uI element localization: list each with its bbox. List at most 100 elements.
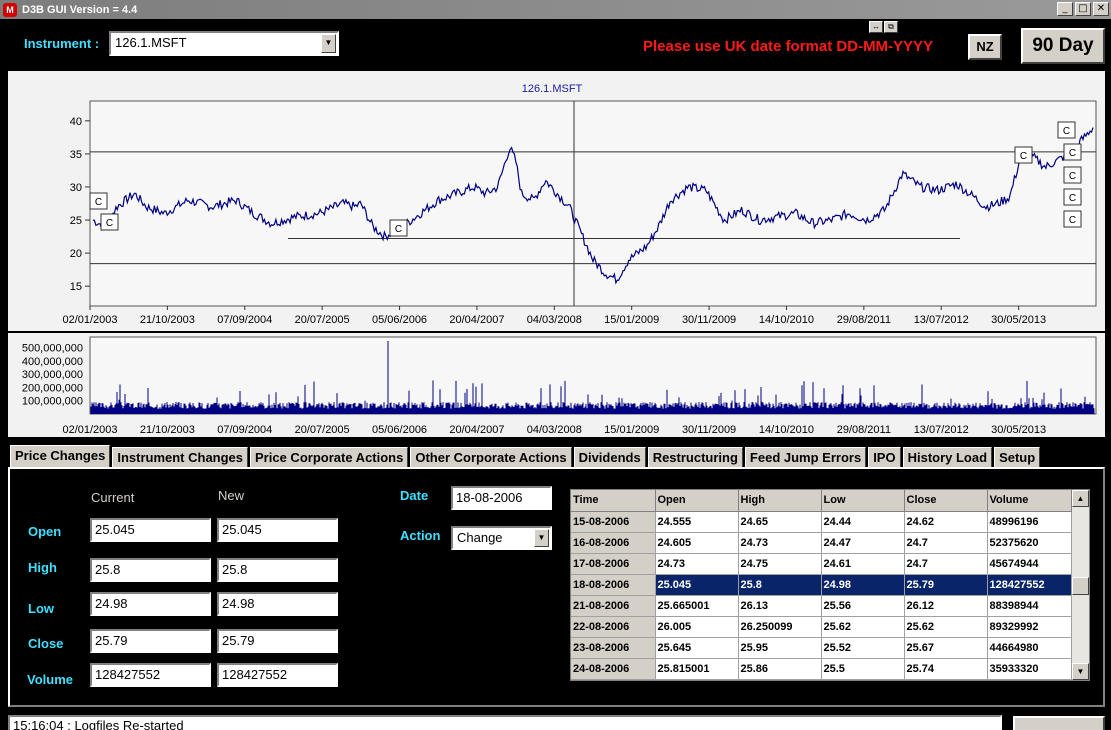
close-current-field[interactable]: 25.79: [90, 629, 211, 653]
tab-price-corporate-actions[interactable]: Price Corporate Actions: [250, 447, 409, 468]
high-new-field[interactable]: 25.8: [217, 558, 338, 582]
price-grid[interactable]: Time Open High Low Close Volume 15-08-2006 24.5…: [570, 489, 1090, 681]
copy-icon[interactable]: ⧉: [884, 21, 898, 33]
table-cell[interactable]: 44664980: [987, 637, 1072, 659]
price-chart[interactable]: 126.1.MSFT 15 20 25 30 35 40 02/01/2003 21/10/2…: [8, 71, 1105, 331]
table-cell[interactable]: 25.95: [738, 637, 822, 659]
table-row[interactable]: 16-08-2006 24.605 24.73 24.47 24.7 52375620: [571, 532, 1072, 554]
minimize-button[interactable]: _: [1057, 2, 1073, 16]
nz-button[interactable]: NZ: [968, 34, 1002, 60]
table-cell[interactable]: 25.62: [821, 616, 905, 638]
table-cell[interactable]: 16-08-2006: [571, 532, 656, 554]
table-cell[interactable]: 25.86: [738, 658, 822, 680]
volume-chart[interactable]: 500,000,000 400,000,000 300,000,000 200,000…: [8, 333, 1105, 437]
table-row[interactable]: 18-08-2006 25.045 25.8 24.98 25.79 128427552: [571, 574, 1072, 596]
table-cell[interactable]: 128427552: [987, 574, 1072, 596]
table-cell[interactable]: 24-08-2006: [571, 658, 656, 680]
table-row[interactable]: 23-08-2006 25.645 25.95 25.52 25.67 44664980: [571, 637, 1072, 659]
volume-current-field[interactable]: 128427552: [90, 663, 211, 687]
table-cell[interactable]: 23-08-2006: [571, 637, 656, 659]
open-current-field[interactable]: 25.045: [90, 518, 211, 542]
ninety-day-button[interactable]: 90 Day: [1021, 28, 1105, 64]
table-cell[interactable]: 25.62: [904, 616, 988, 638]
table-cell[interactable]: 17-08-2006: [571, 553, 656, 575]
tab-setup[interactable]: Setup: [994, 447, 1041, 468]
table-cell[interactable]: 24.7: [904, 553, 988, 575]
low-current-field[interactable]: 24.98: [90, 592, 211, 616]
close-new-field[interactable]: 25.79: [217, 629, 338, 653]
table-cell[interactable]: 25.645: [655, 637, 739, 659]
table-cell[interactable]: 24.605: [655, 532, 739, 554]
table-row[interactable]: 21-08-2006 25.665001 26.13 25.56 26.12 883989…: [571, 595, 1072, 617]
tab-restructuring[interactable]: Restructuring: [647, 447, 743, 468]
table-cell[interactable]: 24.62: [904, 511, 988, 533]
table-cell[interactable]: 24.73: [738, 532, 822, 554]
tab-other-corporate-actions[interactable]: Other Corporate Actions: [410, 447, 572, 468]
instrument-select[interactable]: 126.1.MSFT ▼: [109, 31, 339, 56]
table-cell[interactable]: 25.74: [904, 658, 988, 680]
table-cell[interactable]: 25.79: [904, 574, 988, 596]
maximize-button[interactable]: □: [1075, 2, 1091, 16]
tab-instrument-changes[interactable]: Instrument Changes: [112, 447, 249, 468]
tab-feed-jump-errors[interactable]: Feed Jump Errors: [744, 447, 867, 468]
column-header[interactable]: Open: [655, 490, 739, 512]
column-header[interactable]: High: [738, 490, 822, 512]
pan-icon[interactable]: ↔: [869, 21, 883, 33]
table-cell[interactable]: 24.65: [738, 511, 822, 533]
table-row[interactable]: 17-08-2006 24.73 24.75 24.61 24.7 45674944: [571, 553, 1072, 575]
volume-new-field[interactable]: 128427552: [217, 663, 338, 687]
scroll-thumb[interactable]: [1072, 577, 1089, 595]
column-header[interactable]: Volume: [987, 490, 1072, 512]
high-current-field[interactable]: 25.8: [90, 558, 211, 582]
grid-scrollbar[interactable]: ▲ ▼: [1072, 490, 1089, 680]
table-cell[interactable]: 24.73: [655, 553, 739, 575]
scroll-down-icon[interactable]: ▼: [1072, 663, 1089, 680]
log-button[interactable]: [1013, 716, 1105, 730]
table-cell[interactable]: 52375620: [987, 532, 1072, 554]
table-row[interactable]: 15-08-2006 24.555 24.65 24.44 24.62 48996196: [571, 511, 1072, 533]
table-cell[interactable]: 26.12: [904, 595, 988, 617]
table-cell[interactable]: 24.47: [821, 532, 905, 554]
table-cell[interactable]: 25.665001: [655, 595, 739, 617]
tab-history-load[interactable]: History Load: [902, 447, 993, 468]
tab-ipo[interactable]: IPO: [868, 447, 901, 468]
date-field[interactable]: 18-08-2006: [451, 486, 552, 510]
action-select[interactable]: Change ▼: [451, 526, 552, 550]
scroll-up-icon[interactable]: ▲: [1072, 490, 1089, 507]
table-cell[interactable]: 25.8: [738, 574, 822, 596]
table-cell[interactable]: 25.52: [821, 637, 905, 659]
table-cell[interactable]: 48996196: [987, 511, 1072, 533]
column-header[interactable]: Time: [571, 490, 656, 512]
open-new-field[interactable]: 25.045: [217, 518, 338, 542]
low-new-field[interactable]: 24.98: [217, 592, 338, 616]
table-cell[interactable]: 25.045: [655, 574, 739, 596]
table-cell[interactable]: 24.44: [821, 511, 905, 533]
table-cell[interactable]: 21-08-2006: [571, 595, 656, 617]
table-cell[interactable]: 15-08-2006: [571, 511, 656, 533]
table-cell[interactable]: 25.5: [821, 658, 905, 680]
table-row[interactable]: 24-08-2006 25.815001 25.86 25.5 25.74 3593332…: [571, 658, 1072, 680]
table-cell[interactable]: 26.250099: [738, 616, 822, 638]
table-cell[interactable]: 25.815001: [655, 658, 739, 680]
chevron-down-icon[interactable]: ▼: [321, 34, 336, 53]
tab-price-changes[interactable]: Price Changes: [10, 445, 111, 468]
table-cell[interactable]: 88398944: [987, 595, 1072, 617]
table-cell[interactable]: 25.67: [904, 637, 988, 659]
table-cell[interactable]: 26.13: [738, 595, 822, 617]
table-row[interactable]: 22-08-2006 26.005 26.250099 25.62 25.62 89329…: [571, 616, 1072, 638]
table-cell[interactable]: 24.75: [738, 553, 822, 575]
chevron-down-icon[interactable]: ▼: [534, 529, 549, 547]
table-cell[interactable]: 35933320: [987, 658, 1072, 680]
column-header[interactable]: Close: [904, 490, 988, 512]
table-cell[interactable]: 24.555: [655, 511, 739, 533]
table-cell[interactable]: 26.005: [655, 616, 739, 638]
table-cell[interactable]: 25.56: [821, 595, 905, 617]
table-cell[interactable]: 22-08-2006: [571, 616, 656, 638]
tab-dividends[interactable]: Dividends: [573, 447, 646, 468]
table-cell[interactable]: 24.7: [904, 532, 988, 554]
table-cell[interactable]: 24.98: [821, 574, 905, 596]
table-cell[interactable]: 45674944: [987, 553, 1072, 575]
close-button[interactable]: ✕: [1093, 2, 1109, 16]
table-cell[interactable]: 18-08-2006: [571, 574, 656, 596]
table-cell[interactable]: 24.61: [821, 553, 905, 575]
